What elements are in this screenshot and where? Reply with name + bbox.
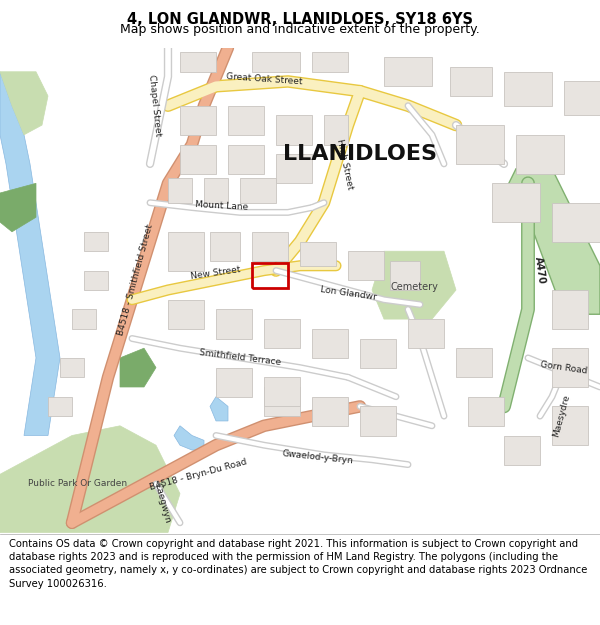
Polygon shape — [210, 232, 240, 261]
Polygon shape — [384, 58, 432, 86]
Polygon shape — [240, 179, 276, 202]
Text: Mount Lane: Mount Lane — [195, 200, 249, 212]
Polygon shape — [312, 329, 348, 358]
Text: Caegwyn: Caegwyn — [152, 482, 172, 524]
Polygon shape — [168, 232, 204, 271]
Text: Lon Glandwr: Lon Glandwr — [319, 286, 377, 302]
Polygon shape — [372, 251, 456, 319]
Polygon shape — [324, 116, 348, 144]
Polygon shape — [276, 116, 312, 144]
Text: Cemetery: Cemetery — [390, 282, 438, 292]
Text: Gorn Road: Gorn Road — [540, 360, 588, 376]
Text: Chapel Street: Chapel Street — [147, 74, 163, 137]
Polygon shape — [84, 271, 108, 290]
Polygon shape — [360, 339, 396, 367]
Polygon shape — [552, 290, 588, 329]
Polygon shape — [390, 261, 420, 290]
Polygon shape — [360, 406, 396, 436]
Text: Contains OS data © Crown copyright and database right 2021. This information is : Contains OS data © Crown copyright and d… — [9, 539, 587, 589]
Polygon shape — [300, 241, 336, 266]
Polygon shape — [312, 52, 348, 72]
Polygon shape — [408, 319, 444, 348]
Polygon shape — [552, 348, 588, 387]
Text: Public Park Or Garden: Public Park Or Garden — [28, 479, 128, 489]
Polygon shape — [252, 232, 288, 261]
Polygon shape — [552, 202, 600, 241]
Polygon shape — [264, 319, 300, 348]
Polygon shape — [552, 406, 588, 445]
Polygon shape — [228, 106, 264, 135]
Polygon shape — [48, 397, 72, 416]
Text: Gwaelod-y-Bryn: Gwaelod-y-Bryn — [282, 449, 354, 466]
Polygon shape — [264, 387, 300, 416]
Polygon shape — [180, 106, 216, 135]
Polygon shape — [348, 251, 384, 280]
Polygon shape — [0, 426, 180, 532]
Text: New Street: New Street — [190, 265, 242, 281]
Polygon shape — [504, 72, 552, 106]
Text: Maesydre: Maesydre — [551, 394, 571, 438]
Polygon shape — [120, 348, 156, 387]
Polygon shape — [216, 368, 252, 397]
Text: High Street: High Street — [335, 138, 355, 190]
Text: B4518 - Smithfield Street: B4518 - Smithfield Street — [116, 224, 154, 337]
Polygon shape — [0, 72, 60, 436]
Polygon shape — [180, 144, 216, 174]
Text: Smithfield Terrace: Smithfield Terrace — [199, 348, 281, 368]
Polygon shape — [180, 52, 216, 72]
Polygon shape — [228, 144, 264, 174]
Polygon shape — [168, 300, 204, 329]
Text: Map shows position and indicative extent of the property.: Map shows position and indicative extent… — [120, 22, 480, 36]
Text: A470: A470 — [533, 256, 547, 285]
Polygon shape — [492, 183, 540, 222]
Polygon shape — [60, 358, 84, 377]
Polygon shape — [204, 179, 228, 202]
Polygon shape — [504, 169, 600, 314]
Polygon shape — [0, 183, 36, 232]
Text: B4518 - Bryn-Du Road: B4518 - Bryn-Du Road — [148, 457, 248, 492]
Polygon shape — [168, 179, 192, 202]
Polygon shape — [456, 348, 492, 378]
Polygon shape — [450, 67, 492, 96]
Text: 4, LON GLANDWR, LLANIDLOES, SY18 6YS: 4, LON GLANDWR, LLANIDLOES, SY18 6YS — [127, 12, 473, 27]
Text: LLANIDLOES: LLANIDLOES — [283, 144, 437, 164]
Polygon shape — [264, 378, 300, 406]
Polygon shape — [504, 436, 540, 464]
Polygon shape — [174, 426, 204, 450]
Polygon shape — [516, 135, 564, 174]
Polygon shape — [456, 125, 504, 164]
Polygon shape — [210, 397, 228, 421]
Polygon shape — [84, 232, 108, 251]
Polygon shape — [72, 309, 96, 329]
Polygon shape — [276, 154, 312, 183]
Polygon shape — [564, 81, 600, 116]
Polygon shape — [312, 397, 348, 426]
Polygon shape — [468, 397, 504, 426]
Polygon shape — [0, 72, 48, 135]
Polygon shape — [252, 52, 300, 72]
Polygon shape — [216, 309, 252, 339]
Text: Great Oak Street: Great Oak Street — [226, 72, 302, 86]
